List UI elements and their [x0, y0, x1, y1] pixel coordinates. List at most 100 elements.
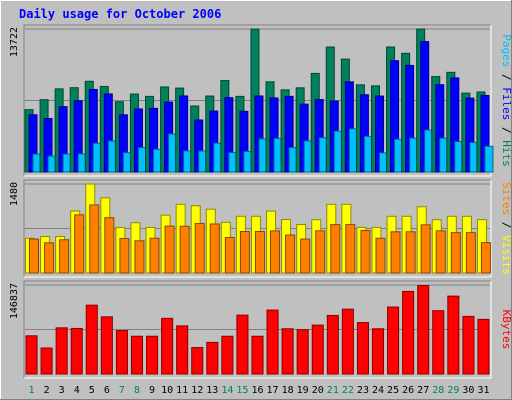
bar-sites-day-14 [224, 237, 235, 274]
bar-kbytes-day-31 [477, 318, 490, 375]
x-tick-label-day-17: 17 [267, 385, 279, 396]
bar-kbytes-day-13 [206, 341, 219, 375]
bar-kbytes-day-11 [176, 325, 189, 375]
x-tick-label-day-31: 31 [477, 385, 489, 396]
bar-sites-day-28 [435, 230, 446, 274]
bar-sites-day-25 [390, 231, 401, 274]
bar-sites-day-1 [29, 238, 39, 274]
bar-kbytes-day-28 [432, 310, 445, 375]
x-tick-label-day-6: 6 [104, 385, 110, 396]
x-tick-label-day-10: 10 [161, 385, 173, 396]
chart-title: Daily usage for October 2006 [19, 7, 221, 21]
bar-kbytes-day-7 [115, 330, 128, 375]
bar-sites-day-21 [330, 224, 341, 274]
bar-kbytes-day-24 [371, 328, 385, 375]
panel-frame-highlight [24, 281, 492, 379]
bar-kbytes-day-14 [221, 335, 234, 375]
bar-sites-day-16 [254, 231, 265, 274]
bar-sites-day-18 [285, 234, 296, 274]
bar-kbytes-day-23 [356, 322, 369, 375]
bar-sites-day-24 [375, 237, 386, 274]
axis-label-part: Pages [500, 34, 512, 67]
x-tick-label-day-19: 19 [297, 385, 309, 396]
bar-sites-day-26 [405, 231, 416, 274]
x-tick-label-day-14: 14 [221, 385, 233, 396]
x-tick-label-day-20: 20 [312, 385, 324, 396]
axis-label-part: / [500, 215, 512, 235]
bar-sites-day-6 [104, 217, 115, 274]
x-tick-label-day-21: 21 [327, 385, 339, 396]
bar-sites-day-23 [360, 230, 371, 274]
bar-sites-day-7 [119, 237, 130, 274]
bar-kbytes-day-8 [130, 335, 144, 375]
x-tick-label-day-1: 1 [29, 385, 35, 396]
bar-kbytes-day-9 [146, 335, 159, 375]
max-value-label: 1480 [9, 182, 20, 206]
bar-sites-day-2 [44, 242, 55, 274]
bar-sites-day-22 [345, 224, 356, 274]
panel-3: 146837 KBytes [9, 280, 512, 379]
bar-kbytes-day-5 [85, 304, 98, 375]
panel-frame-shadow [23, 280, 491, 378]
bar-sites-day-11 [179, 225, 190, 274]
axis-label-part: / [500, 120, 512, 140]
axis-label-part: Sites [500, 182, 512, 215]
bar-kbytes-day-12 [191, 347, 204, 375]
bar-sites-day-30 [465, 232, 476, 274]
x-tick-label-day-18: 18 [282, 385, 294, 396]
bar-kbytes-day-19 [296, 329, 309, 375]
bar-kbytes-day-15 [236, 314, 249, 375]
axis-label-part: Visits [500, 235, 512, 275]
bar-pages-day-31 [484, 145, 494, 173]
bar-kbytes-day-22 [341, 308, 354, 375]
panel-frame-highlight [24, 25, 492, 177]
x-tick-label-day-30: 30 [462, 385, 474, 396]
x-axis-day-labels: 1 2 3 4 5 6 7 8 9 10 11 12 13 14 15 16 17 18 19 20 21 22 23 24 2… [29, 385, 490, 396]
panel-axis-label: KBytes [500, 310, 512, 350]
bar-kbytes-day-10 [161, 317, 174, 375]
bar-sites-day-10 [164, 225, 175, 274]
bar-kbytes-day-30 [462, 315, 475, 375]
chart-panels: 13722 Pages / Files / Hits 1480 Sites / Vis… [9, 24, 512, 379]
bar-sites-day-29 [450, 232, 461, 274]
panel-frame-shadow [23, 179, 491, 277]
x-tick-label-day-15: 15 [236, 385, 248, 396]
axis-label-part: Hits [500, 140, 512, 167]
bar-kbytes-day-3 [55, 327, 68, 375]
bar-sites-day-5 [89, 204, 100, 274]
axis-label-part: KBytes [500, 310, 512, 350]
x-tick-label-day-22: 22 [342, 385, 354, 396]
bar-sites-day-9 [149, 237, 160, 274]
x-tick-label-day-24: 24 [372, 385, 384, 396]
x-tick-label-day-4: 4 [74, 385, 80, 396]
panel-axis-label: Pages / Files / Hits [500, 34, 512, 167]
bar-sites-day-12 [194, 222, 205, 274]
bar-sites-day-31 [480, 242, 491, 274]
bar-kbytes-day-17 [266, 309, 279, 375]
panel-axis-label: Sites / Visits [500, 182, 512, 275]
max-value-label: 13722 [9, 27, 20, 57]
axis-label-part: Files [500, 87, 512, 120]
x-tick-label-day-29: 29 [447, 385, 459, 396]
x-tick-label-day-26: 26 [402, 385, 414, 396]
bar-kbytes-day-25 [387, 306, 400, 375]
bar-sites-day-8 [134, 240, 145, 274]
bar-sites-day-13 [209, 223, 220, 274]
bar-kbytes-day-6 [100, 316, 113, 375]
panel-frame-highlight [24, 180, 492, 278]
bar-kbytes-day-27 [417, 285, 430, 375]
x-tick-label-day-11: 11 [176, 385, 188, 396]
bar-sites-day-27 [420, 224, 431, 274]
x-tick-label-day-7: 7 [119, 385, 125, 396]
panel-1: 13722 Pages / Files / Hits [9, 24, 512, 177]
bar-sites-day-19 [300, 238, 311, 274]
bar-kbytes-day-2 [40, 347, 53, 375]
x-tick-label-day-3: 3 [59, 385, 65, 396]
x-tick-label-day-28: 28 [432, 385, 444, 396]
x-tick-label-day-12: 12 [191, 385, 203, 396]
x-tick-label-day-8: 8 [134, 385, 140, 396]
x-tick-label-day-25: 25 [387, 385, 399, 396]
bar-kbytes-day-20 [311, 324, 324, 375]
